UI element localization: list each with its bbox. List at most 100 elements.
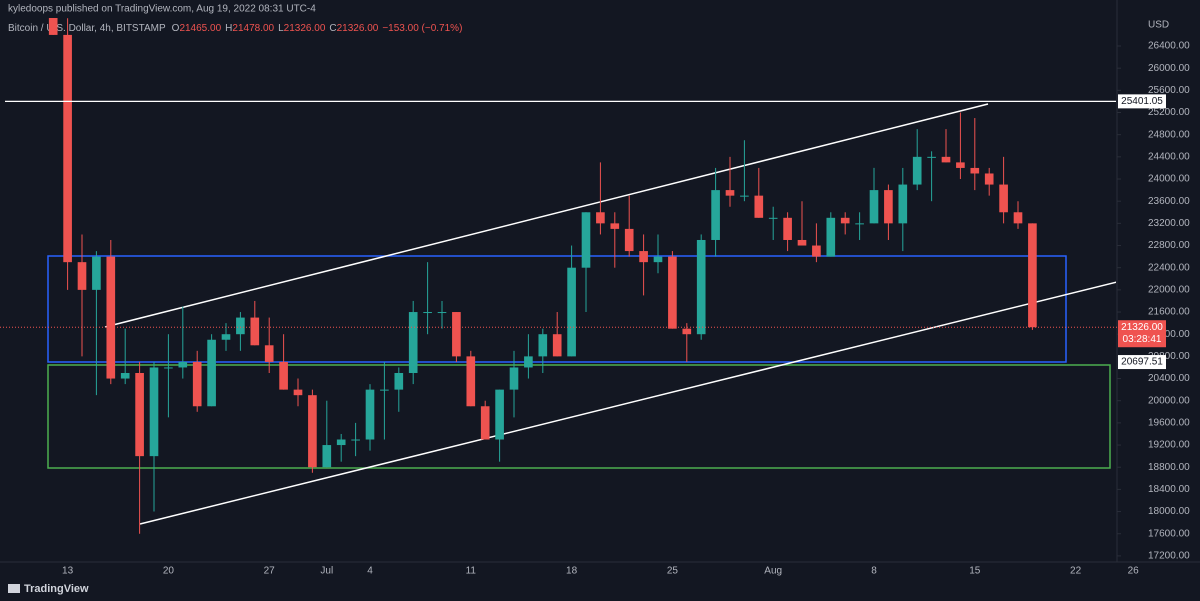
- candle-body: [221, 334, 231, 340]
- candle-body: [408, 312, 418, 374]
- blue-zone: [47, 255, 1067, 363]
- candle-body: [509, 367, 519, 390]
- y-tick-label: 18000.00: [1148, 506, 1190, 517]
- candle-body: [668, 256, 677, 329]
- candle-body: [740, 195, 749, 197]
- y-tick-label: 17600.00: [1148, 528, 1190, 539]
- x-tick-label: 22: [1070, 566, 1082, 577]
- price-label-box: [1118, 355, 1166, 370]
- currency: USD: [1148, 20, 1169, 31]
- y-tick-label: 19600.00: [1148, 418, 1190, 429]
- candle-body: [812, 245, 821, 257]
- y-tick-label: 18400.00: [1148, 484, 1190, 495]
- candle-body: [567, 267, 576, 357]
- candle-body: [1028, 223, 1037, 328]
- candle-body: [927, 156, 936, 158]
- candle-body: [63, 34, 72, 263]
- green-zone: [47, 364, 1111, 469]
- change: −153.00 (−0.71%): [382, 23, 462, 34]
- x-tick-label: 18: [566, 566, 578, 577]
- ohlc-key: C: [329, 23, 336, 34]
- candle-body: [264, 345, 274, 362]
- y-tick-label: 20800.00: [1148, 351, 1190, 362]
- y-tick-label: 22800.00: [1148, 240, 1190, 251]
- candle-body: [480, 406, 490, 440]
- y-tick-label: 21200.00: [1148, 329, 1190, 340]
- candle-body: [840, 217, 850, 224]
- y-tick-label: 23600.00: [1148, 196, 1190, 207]
- plot: [5, 18, 1116, 534]
- x-tick-label: 27: [264, 566, 276, 577]
- candle-body: [437, 312, 447, 314]
- y-tick-label: 25600.00: [1148, 85, 1190, 96]
- candle-body: [581, 212, 591, 268]
- candle-body: [970, 167, 980, 174]
- candle-body: [711, 190, 720, 240]
- candle-body: [855, 223, 864, 225]
- symbol: Bitcoin / U.S. Dollar, 4h, BITSTAMP: [8, 23, 166, 34]
- publisher: kyledoops published on TradingView.com, …: [8, 4, 316, 15]
- candle-body: [452, 312, 461, 357]
- candle-body: [495, 389, 504, 440]
- candle-body: [149, 367, 159, 457]
- candle-body: [797, 239, 807, 246]
- price-label: 20697.51: [1121, 357, 1163, 368]
- last-price-box: [1118, 320, 1166, 348]
- candle-body: [941, 156, 951, 163]
- candle-body: [336, 439, 346, 446]
- y-tick-label: 26400.00: [1148, 41, 1190, 52]
- candle-body: [610, 223, 620, 229]
- candle-body: [696, 239, 706, 335]
- price-label: 25401.05: [1121, 96, 1163, 107]
- candle-body: [783, 217, 792, 240]
- y-tick-label: 26000.00: [1148, 63, 1190, 74]
- candle-body: [1013, 212, 1023, 224]
- y-tick-label: 18800.00: [1148, 462, 1190, 473]
- candle-body: [653, 256, 663, 263]
- candle-body: [639, 251, 648, 263]
- channel-upper: [104, 103, 989, 328]
- candle-body: [725, 190, 735, 196]
- candle-body: [106, 256, 116, 379]
- x-tick-label: 8: [871, 566, 877, 577]
- candle-body: [884, 190, 893, 224]
- y-tick-label: 20400.00: [1148, 373, 1190, 384]
- candle-body: [423, 312, 432, 314]
- x-tick-label: 13: [62, 566, 74, 577]
- candle-body: [466, 356, 476, 407]
- x-tick-label: 20: [163, 566, 175, 577]
- candle-body: [279, 361, 288, 390]
- candle-body: [322, 445, 332, 468]
- candle-body: [596, 212, 605, 224]
- y-tick-label: 24800.00: [1148, 129, 1190, 140]
- candle-body: [538, 334, 548, 357]
- candle-body: [898, 184, 908, 224]
- ohlc-value: 21326.00: [337, 23, 379, 34]
- candle-body: [207, 339, 216, 407]
- x-tick-label: Jul: [320, 566, 333, 577]
- x-tick-label: 26: [1128, 566, 1140, 577]
- channel-lower: [139, 281, 1116, 525]
- ohlc-value: 21326.00: [284, 23, 326, 34]
- brand: TradingView: [24, 583, 89, 595]
- candle-body: [999, 184, 1008, 213]
- candle-body: [380, 389, 389, 391]
- symbol-line: Bitcoin / U.S. Dollar, 4h, BITSTAMP O2146…: [8, 23, 462, 34]
- y-tick-label: 24400.00: [1148, 151, 1190, 162]
- candle-body: [192, 361, 202, 407]
- countdown: 03:28:41: [1123, 334, 1162, 345]
- y-tick-label: 21600.00: [1148, 307, 1190, 318]
- ohlc-value: 21478.00: [232, 23, 274, 34]
- candle-body: [48, 18, 58, 35]
- x-tick-label: 4: [367, 566, 373, 577]
- candle-body: [869, 190, 879, 224]
- y-tick-label: 19200.00: [1148, 440, 1190, 451]
- ohlc-key: L: [278, 23, 284, 34]
- candle-body: [552, 334, 562, 357]
- ohlc-value: 21465.00: [179, 23, 221, 34]
- logo-icon: [8, 584, 20, 593]
- last-price-label: 21326.00: [1121, 322, 1163, 333]
- candle-body: [365, 389, 375, 440]
